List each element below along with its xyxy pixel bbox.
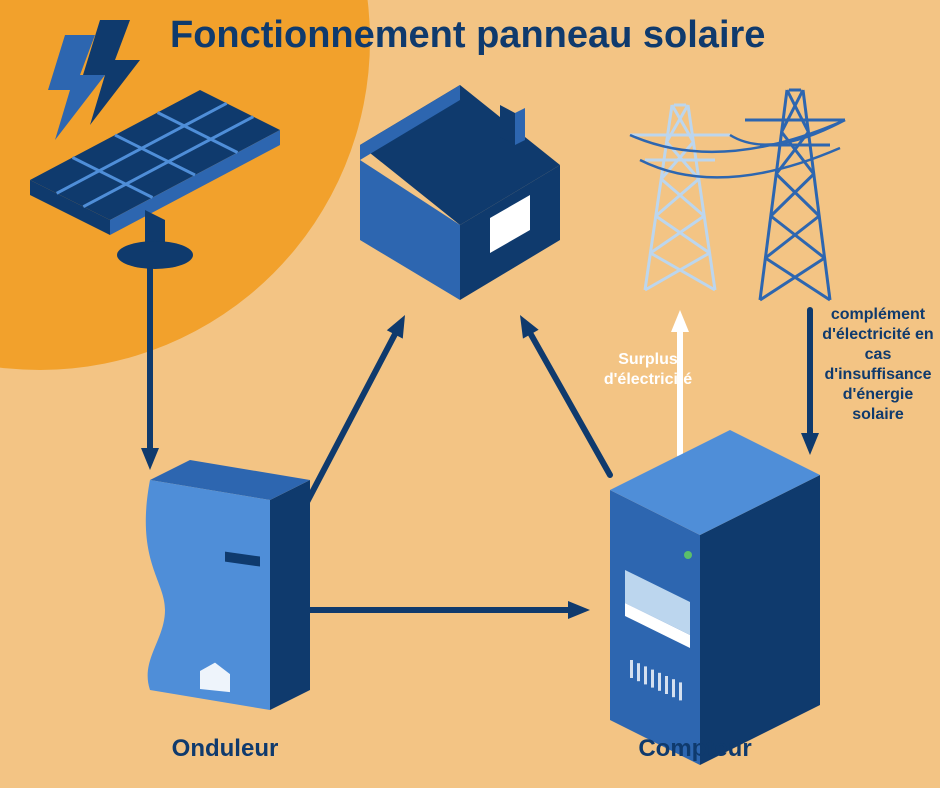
arrow-compteur-to-house <box>520 315 610 475</box>
solar-panel-icon <box>30 20 280 269</box>
onduleur-label: Onduleur <box>145 735 305 763</box>
arrow-onduleur-to-house <box>295 315 405 525</box>
arrow-panel-to-onduleur <box>141 265 159 470</box>
diagram-root: Fonctionnement panneau solaire Onduleur … <box>0 0 940 788</box>
pylon-icon <box>745 90 845 300</box>
surplus-label: Surplus d'électricité <box>588 350 708 390</box>
house-icon <box>360 85 560 300</box>
arrow-onduleur-to-compteur <box>310 601 590 619</box>
complement-label: complément d'électricité en cas d'insuff… <box>818 305 938 425</box>
pylon-icon <box>630 105 730 290</box>
compteur-label: Compteur <box>595 735 795 763</box>
art-layer <box>0 0 940 788</box>
compteur-icon <box>610 430 820 765</box>
arrow-pylon-to-compteur <box>801 310 819 455</box>
onduleur-icon <box>146 460 310 710</box>
